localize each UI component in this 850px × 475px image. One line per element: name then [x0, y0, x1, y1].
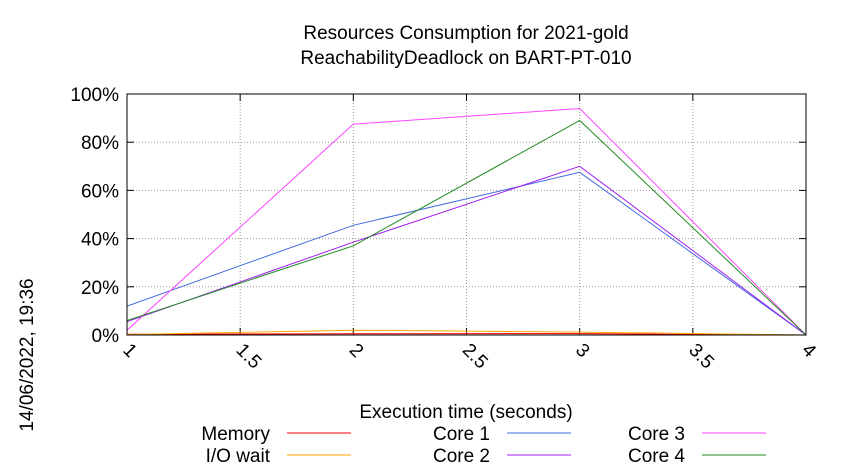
x-tick-label: 3 [571, 340, 593, 362]
y-tick-label: 80% [81, 133, 119, 154]
grid [127, 94, 806, 335]
y-tick-labels: 0% 20% 40% 60% 80% 100% [70, 85, 119, 347]
y-tick-label: 60% [81, 181, 119, 202]
legend-label-core-4: Core 4 [628, 446, 685, 467]
legend-label-core-3: Core 3 [628, 424, 685, 445]
series-line-core-4 [127, 121, 806, 336]
legend-label-memory: Memory [201, 424, 270, 445]
x-tick-label: 1.5 [232, 340, 266, 374]
y-tick-label: 40% [81, 230, 119, 251]
x-axis-label: Execution time (seconds) [359, 402, 572, 423]
legend-label-core-2: Core 2 [433, 446, 490, 467]
x-tick-labels: 1 1.5 2 2.5 3 3.5 4 [118, 340, 820, 374]
x-tick-label: 3.5 [684, 340, 718, 374]
x-tick-label: 2.5 [458, 340, 492, 374]
x-tick-label: 1 [118, 340, 140, 362]
legend-label-core-1: Core 1 [433, 424, 490, 445]
x-tick-label: 2 [345, 340, 367, 362]
legend-label-i-o-wait: I/O wait [206, 446, 271, 467]
chart-title: Resources Consumption for 2021-gold [303, 23, 628, 44]
x-tick-label: 4 [797, 340, 820, 363]
y-tick-label: 0% [92, 326, 120, 347]
side-timestamp-label: 14/06/2022, 19:36 [17, 278, 38, 431]
chart-subtitle: ReachabilityDeadlock on BART-PT-010 [300, 48, 631, 69]
y-tick-label: 20% [81, 278, 119, 299]
y-tick-label: 100% [70, 85, 119, 106]
